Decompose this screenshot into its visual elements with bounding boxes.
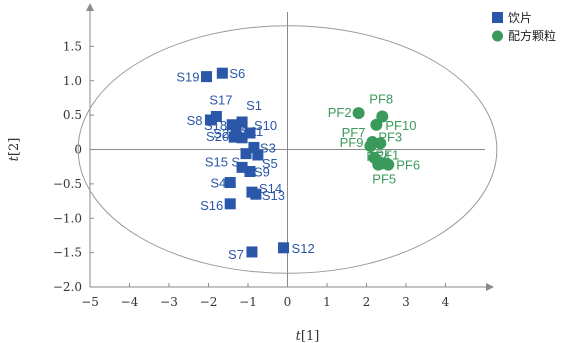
point-label-s2: S2: [213, 126, 229, 141]
y-axis-title: t[2]: [7, 138, 22, 162]
point-s20: [228, 131, 240, 143]
point-label-s19: S19: [176, 70, 199, 85]
point-label-pf1: PF1: [375, 148, 399, 163]
point-s3: [248, 141, 260, 153]
point-s19: [201, 71, 213, 83]
point-label-s12: S12: [292, 241, 315, 256]
x-tick-label: 4: [442, 295, 450, 309]
x-tick-label: −4: [121, 295, 139, 309]
point-s6: [216, 67, 228, 79]
point-label-s14: S14: [259, 181, 282, 196]
x-tick-label: 0: [284, 295, 292, 309]
point-s14: [246, 186, 258, 198]
points-layer: [201, 67, 395, 258]
point-label-s7: S7: [228, 247, 244, 262]
confidence-ellipse: [77, 25, 498, 274]
point-s: [236, 161, 248, 173]
point-label-s3: S3: [260, 140, 276, 155]
point-s7: [246, 246, 258, 258]
point-pf6: [382, 158, 395, 171]
point-s18: [230, 125, 242, 137]
point-s9: [244, 166, 256, 177]
point-s17: [210, 111, 222, 122]
point-s15: [240, 148, 252, 160]
point-label-s4: S4: [210, 176, 226, 191]
point-s2: [226, 119, 238, 131]
point-label-s5: S5: [262, 156, 278, 171]
point-label-pf5: PF5: [372, 171, 396, 186]
x-tick-label: 2: [363, 295, 371, 309]
point-label-pf6: PF6: [396, 158, 420, 173]
point-label-pf7: PF7: [342, 125, 366, 140]
y-tick-label: −2.0: [53, 280, 82, 294]
legend-label-0: 饮片: [508, 11, 532, 25]
y-tick-label: 1.0: [63, 74, 82, 88]
x-tick-label: −5: [81, 295, 99, 309]
point-label-pf3: PF3: [378, 129, 402, 144]
point-pf10: [370, 118, 383, 131]
point-label-s17: S17: [209, 93, 232, 108]
point-s1: [236, 116, 248, 128]
point-label-s1: S1: [246, 98, 262, 113]
point-s12: [278, 242, 290, 254]
point-label-s10: S10: [254, 118, 277, 133]
point-label-pf4: PF4: [366, 149, 390, 164]
point-label-s11: S11: [241, 124, 263, 139]
point-s5: [252, 149, 264, 161]
point-label-s13: S13: [262, 188, 285, 203]
point-label-pf2: PF2: [328, 105, 352, 120]
point-s4: [224, 177, 236, 188]
grid-layer: [90, 12, 485, 287]
point-label-pf9: PF9: [340, 135, 364, 150]
y-tick-label: −1.5: [53, 246, 82, 260]
point-label-s16: S16: [200, 198, 223, 213]
y-tick-label: −1.0: [53, 211, 82, 225]
point-label-s20: S20: [206, 129, 229, 144]
confidence-ellipse-layer: [77, 25, 498, 274]
x-tick-label: −3: [160, 295, 178, 309]
x-tick-label: 3: [402, 295, 410, 309]
point-s16: [224, 198, 236, 210]
y-tick-label: 1.5: [63, 39, 82, 53]
y-axis-arrow: [86, 3, 94, 11]
point-label-s8: S8: [187, 113, 203, 128]
point-label-s9: S9: [254, 165, 270, 180]
point-s8: [204, 114, 216, 126]
x-axis-title: t[1]: [296, 329, 320, 343]
point-pf9: [364, 140, 377, 153]
point-label-pf10: PF10: [385, 118, 416, 133]
point-s11: [236, 132, 248, 144]
point-pf8: [376, 110, 389, 123]
point-label-s15: S15: [205, 155, 228, 170]
y-tick-label: 0.5: [63, 108, 82, 122]
point-label-s18: S18: [204, 118, 227, 133]
legend-marker-0: [492, 12, 503, 23]
x-tick-label: −1: [239, 295, 257, 309]
legend-marker-1: [492, 30, 503, 42]
legend-label-1: 配方颗粒: [508, 28, 556, 43]
x-tick-label: 1: [323, 295, 331, 309]
y-tick-label: −0.5: [53, 177, 82, 191]
point-label-s6: S6: [229, 66, 245, 81]
point-pf2: [352, 107, 365, 120]
point-label-pf8: PF8: [369, 92, 393, 107]
point-label-s: S: [231, 154, 240, 169]
x-axis-arrow: [486, 283, 494, 291]
x-tick-label: −2: [200, 295, 218, 309]
point-s10: [244, 127, 256, 139]
